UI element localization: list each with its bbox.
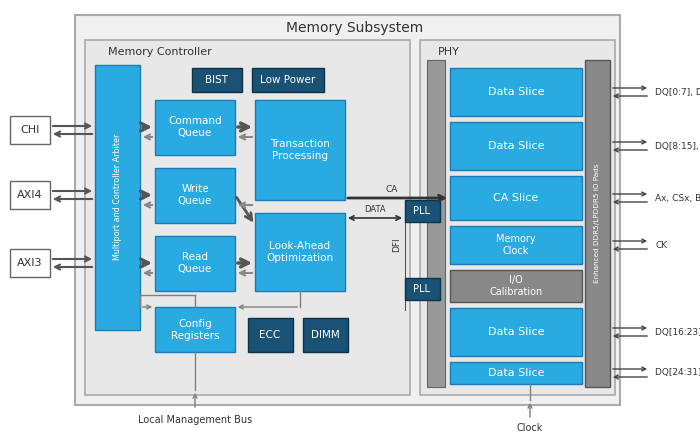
- Text: CA Slice: CA Slice: [494, 193, 538, 203]
- Bar: [450, 226, 582, 264]
- Text: DFI: DFI: [393, 238, 402, 252]
- Bar: [450, 270, 582, 302]
- Text: DQ[0:7], DQS[0]: DQ[0:7], DQS[0]: [655, 87, 700, 97]
- Text: Memory
Clock: Memory Clock: [496, 234, 536, 256]
- Text: Enhanced DDR5/LPDDR5 IO Pads: Enhanced DDR5/LPDDR5 IO Pads: [594, 163, 600, 283]
- Bar: [155, 168, 235, 223]
- Text: BIST: BIST: [206, 75, 228, 85]
- Bar: [155, 236, 235, 291]
- Text: PLL: PLL: [414, 284, 430, 294]
- Text: AXI4: AXI4: [18, 190, 43, 200]
- Bar: [450, 122, 582, 170]
- Text: Clock: Clock: [517, 423, 543, 433]
- Text: CK: CK: [655, 240, 667, 250]
- Text: Low Power: Low Power: [260, 75, 316, 85]
- Bar: [252, 68, 324, 92]
- Text: DATA: DATA: [364, 205, 386, 215]
- Text: Data Slice: Data Slice: [488, 327, 545, 337]
- Bar: [450, 176, 582, 220]
- Bar: [420, 40, 615, 395]
- Bar: [85, 40, 410, 395]
- Text: Config
Registers: Config Registers: [171, 319, 219, 341]
- Bar: [405, 200, 440, 222]
- Bar: [155, 100, 235, 155]
- Bar: [192, 68, 242, 92]
- Text: Data Slice: Data Slice: [488, 368, 545, 378]
- Bar: [10, 249, 50, 277]
- Bar: [405, 278, 440, 300]
- Text: ECC: ECC: [260, 330, 281, 340]
- Bar: [95, 65, 140, 330]
- Bar: [10, 181, 50, 209]
- Text: I/O
Calibration: I/O Calibration: [489, 275, 542, 297]
- Text: PHY: PHY: [438, 47, 460, 57]
- Text: Read
Queue: Read Queue: [178, 252, 212, 274]
- Text: Look-Ahead
Optimization: Look-Ahead Optimization: [267, 241, 334, 263]
- Bar: [303, 318, 348, 352]
- Text: DQ[8:15], DQS[1]: DQ[8:15], DQS[1]: [655, 142, 700, 150]
- Bar: [450, 362, 582, 384]
- Bar: [248, 318, 293, 352]
- Text: DIMM: DIMM: [311, 330, 340, 340]
- Bar: [75, 15, 620, 405]
- Bar: [450, 308, 582, 356]
- Text: CA: CA: [386, 185, 398, 194]
- Text: Data Slice: Data Slice: [488, 87, 545, 97]
- Text: AXI3: AXI3: [18, 258, 43, 268]
- Bar: [585, 60, 610, 387]
- Bar: [450, 68, 582, 116]
- Text: Command
Queue: Command Queue: [168, 116, 222, 138]
- Text: Data Slice: Data Slice: [488, 141, 545, 151]
- Bar: [255, 100, 345, 200]
- Text: Transaction
Processing: Transaction Processing: [270, 139, 330, 161]
- Bar: [155, 307, 235, 352]
- Text: DQ[24:31], DQS[3]: DQ[24:31], DQS[3]: [655, 368, 700, 378]
- Text: CHI: CHI: [20, 125, 40, 135]
- Text: Multiport and Controller Arbiter: Multiport and Controller Arbiter: [113, 134, 122, 260]
- Bar: [427, 60, 445, 387]
- Text: PLL: PLL: [414, 206, 430, 216]
- Text: DQ[16:23], DQS[2]: DQ[16:23], DQS[2]: [655, 327, 700, 336]
- Text: Write
Queue: Write Queue: [178, 184, 212, 206]
- Text: Memory Subsystem: Memory Subsystem: [286, 21, 424, 35]
- Text: Local Management Bus: Local Management Bus: [138, 415, 252, 425]
- Bar: [10, 116, 50, 144]
- Bar: [255, 213, 345, 291]
- Text: Ax, CSx, BG, ...: Ax, CSx, BG, ...: [655, 194, 700, 202]
- Text: Memory Controller: Memory Controller: [108, 47, 212, 57]
